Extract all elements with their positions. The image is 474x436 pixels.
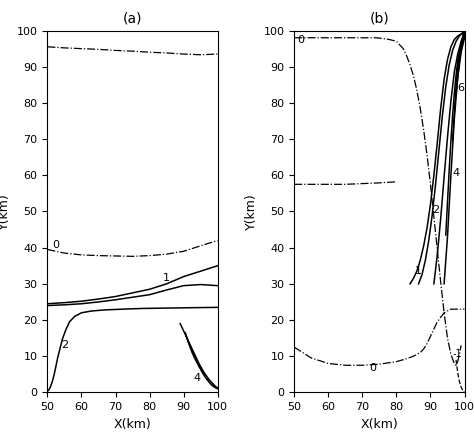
Text: 0: 0 — [369, 363, 376, 373]
Text: 0: 0 — [53, 240, 60, 250]
Y-axis label: Y(km): Y(km) — [245, 193, 258, 230]
Title: (b): (b) — [370, 11, 389, 25]
Text: 6: 6 — [457, 83, 464, 93]
Text: -1: -1 — [453, 349, 462, 359]
Text: 2: 2 — [432, 204, 439, 215]
Text: 1: 1 — [163, 273, 170, 283]
X-axis label: X(km): X(km) — [114, 418, 151, 431]
Text: 4: 4 — [194, 373, 201, 383]
Y-axis label: Y(km): Y(km) — [0, 193, 11, 230]
Text: 1: 1 — [415, 266, 422, 276]
Title: (a): (a) — [123, 11, 142, 25]
Text: 2: 2 — [61, 341, 68, 351]
X-axis label: X(km): X(km) — [361, 418, 398, 431]
Text: 4: 4 — [453, 168, 460, 178]
Text: 0: 0 — [298, 34, 305, 44]
